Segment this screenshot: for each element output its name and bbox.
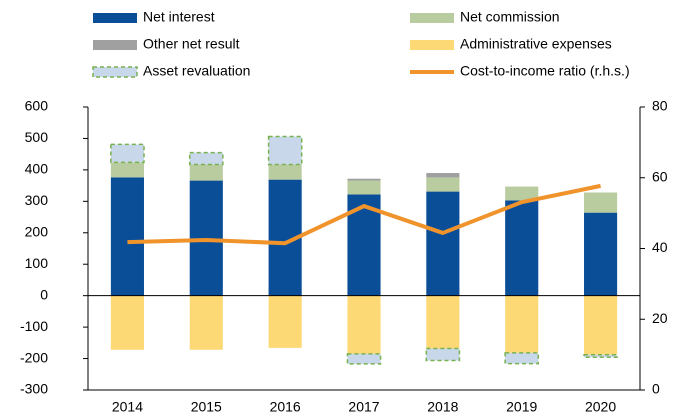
y-tick-label: 300 xyxy=(25,192,49,208)
bar-segment xyxy=(505,295,539,353)
legend-swatch xyxy=(93,40,137,50)
bar-segment xyxy=(110,143,145,164)
legend-swatch xyxy=(93,13,137,23)
bar-segment xyxy=(505,186,539,201)
bar-segment xyxy=(347,180,381,195)
bar-segment xyxy=(584,295,618,355)
bar-segment xyxy=(188,151,224,166)
y-tick-label: 400 xyxy=(25,161,49,177)
legend-label: Administrative expenses xyxy=(460,36,612,52)
bar-segment xyxy=(426,295,460,349)
legend-swatch xyxy=(410,40,454,50)
bar-segment xyxy=(110,162,144,178)
x-tick-label: 2014 xyxy=(112,399,143,415)
legend-label: Asset revaluation xyxy=(143,63,250,79)
legend-swatch xyxy=(410,13,454,23)
y2-tick-label: 20 xyxy=(652,310,668,326)
y2-tick-label: 0 xyxy=(652,381,660,397)
x-tick-label: 2019 xyxy=(506,399,537,415)
bar-segment xyxy=(584,212,618,296)
y2-tick-label: 80 xyxy=(652,98,668,114)
bar-segment xyxy=(426,173,460,178)
bar-segment xyxy=(425,347,461,362)
bar-segment xyxy=(110,295,144,350)
x-tick-label: 2015 xyxy=(191,399,222,415)
y-tick-label: 200 xyxy=(25,223,49,239)
y-tick-label: 600 xyxy=(25,98,49,114)
bar-segment xyxy=(346,353,382,365)
legend-label: Cost-to-income ratio (r.h.s.) xyxy=(460,63,630,79)
bar-segment xyxy=(268,164,302,180)
x-tick-label: 2016 xyxy=(270,399,301,415)
y-tick-label: 500 xyxy=(25,129,49,145)
y-tick-label: 0 xyxy=(40,286,48,302)
bar-segment xyxy=(426,177,460,192)
legend-label: Other net result xyxy=(143,36,240,52)
bar-segment xyxy=(347,295,381,354)
bar-segment xyxy=(110,177,144,296)
y-tick-label: -200 xyxy=(20,349,48,365)
bar-segment xyxy=(426,191,460,296)
legend-label: Net interest xyxy=(143,9,215,25)
bar-segment xyxy=(268,295,302,348)
x-tick-label: 2018 xyxy=(427,399,458,415)
bar-segment xyxy=(189,164,223,181)
bar-segment xyxy=(504,352,540,365)
line xyxy=(127,183,601,246)
x-tick-label: 2020 xyxy=(585,399,616,415)
y2-tick-label: 40 xyxy=(652,239,668,255)
bar-segment xyxy=(584,192,618,213)
bar-segment xyxy=(267,135,303,166)
bar-segment xyxy=(189,295,223,350)
legend-label: Net commission xyxy=(460,9,560,25)
legend-swatch xyxy=(92,66,138,78)
bar-segment xyxy=(505,200,539,296)
x-tick-label: 2017 xyxy=(348,399,379,415)
y-tick-label: -300 xyxy=(20,381,48,397)
bar-segment xyxy=(347,178,381,181)
bar-segment xyxy=(583,354,618,359)
y-tick-label: -100 xyxy=(20,318,48,334)
y-tick-label: 100 xyxy=(25,255,49,271)
y2-tick-label: 60 xyxy=(652,168,668,184)
